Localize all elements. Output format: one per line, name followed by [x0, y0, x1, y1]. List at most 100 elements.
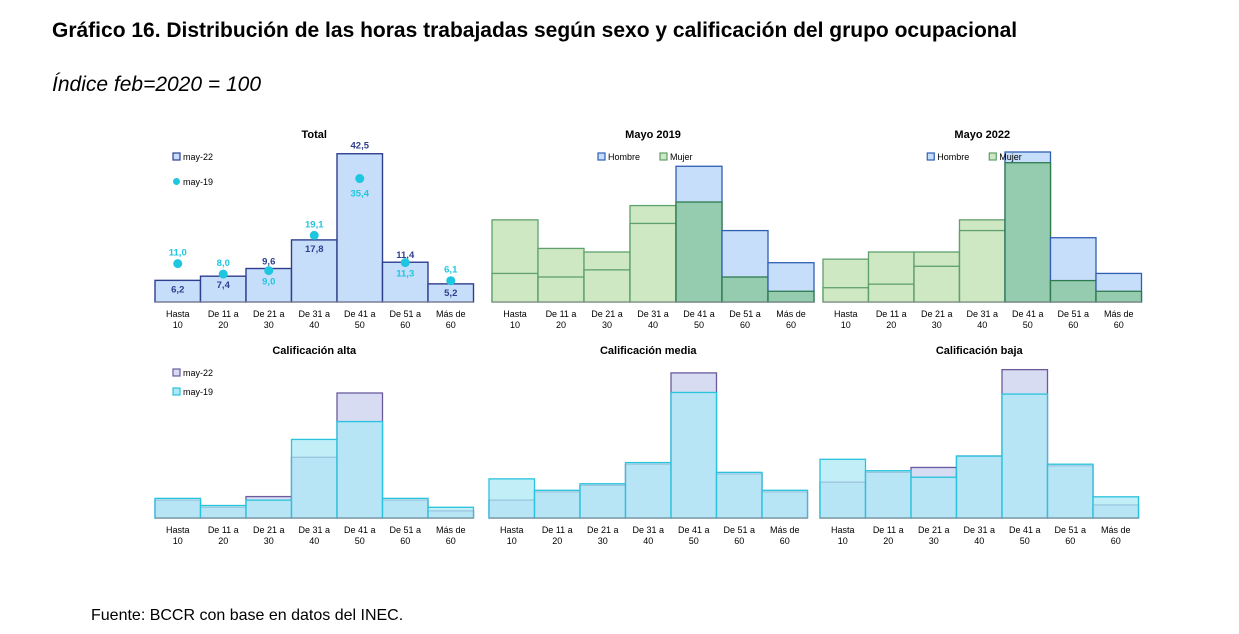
bar-may19 [336, 420, 384, 519]
bar-hombre [822, 287, 870, 303]
bar-may19 [290, 438, 338, 519]
x-tick-label: 20 [556, 320, 566, 330]
panel-title: Calificación media [600, 345, 697, 357]
dot-may19 [355, 174, 365, 184]
bar-may19 [819, 458, 867, 519]
bar-mujer [1049, 279, 1097, 303]
x-tick-label: 40 [977, 320, 987, 330]
bar-hombre [629, 222, 677, 303]
bar-hombre [913, 265, 961, 303]
bar-label-may22: 7,4 [217, 280, 231, 291]
bar-may19 [955, 455, 1003, 519]
x-tick-label: Más de [436, 309, 466, 319]
x-tick-label: 60 [400, 320, 410, 330]
bar-mujer [1004, 162, 1052, 303]
x-tick-label: De 51 a [1054, 525, 1086, 535]
x-tick-label: 20 [883, 536, 893, 546]
x-tick-label: De 51 a [1057, 309, 1089, 319]
bar-may19 [579, 483, 627, 519]
x-tick-label: 20 [552, 536, 562, 546]
panel-title: Calificación alta [272, 345, 357, 357]
legend-swatch-mujer [659, 152, 668, 161]
x-tick-label: 50 [1020, 536, 1030, 546]
x-tick-label: 10 [507, 536, 517, 546]
x-tick-label: 30 [932, 320, 942, 330]
x-tick-label: 30 [264, 320, 274, 330]
x-tick-label: 10 [838, 536, 848, 546]
legend-label-mujer: Mujer [670, 152, 693, 162]
bar-label-may22: 42,5 [351, 141, 370, 152]
bar-hombre [867, 283, 915, 303]
x-tick-label: 60 [780, 536, 790, 546]
legend-label-mujer: Mujer [999, 152, 1022, 162]
bar-mujer [721, 276, 769, 303]
x-tick-label: De 31 a [298, 525, 330, 535]
bar-may19 [715, 471, 763, 519]
x-tick-label: 20 [886, 320, 896, 330]
chart-panel-total: Total 6,2 7,4 9,6 17,8 42,5 11,4 5,2 11,0 8,0 9,0 1… [154, 129, 475, 330]
bar-label-may22: 9,6 [262, 257, 275, 268]
x-tick-label: 60 [446, 320, 456, 330]
x-tick-label: De 31 a [298, 309, 330, 319]
bar-hombre [491, 272, 539, 303]
x-tick-label: 40 [309, 536, 319, 546]
bar-may19 [199, 504, 247, 519]
legend-swatch-mujer [988, 152, 997, 161]
panel-title: Total [302, 129, 327, 141]
legend-label-may22: may-22 [183, 368, 213, 378]
x-tick-label: 30 [602, 320, 612, 330]
bar-may19 [1001, 393, 1049, 519]
x-tick-label: 20 [218, 536, 228, 546]
bar-may19 [1092, 496, 1140, 519]
legend-swatch-may22 [172, 368, 181, 377]
x-tick-label: De 21 a [918, 525, 950, 535]
x-tick-label: De 11 a [876, 309, 907, 319]
dot-may19 [218, 269, 228, 279]
x-tick-label: 30 [929, 536, 939, 546]
x-tick-label: De 31 a [963, 525, 995, 535]
x-tick-label: Más de [436, 525, 466, 535]
dot-label-may19: 11,3 [396, 269, 414, 280]
bar-mujer [1095, 290, 1143, 303]
x-tick-label: Hasta [831, 525, 855, 535]
x-tick-label: De 11 a [546, 309, 577, 319]
bar-may22 [381, 261, 429, 303]
chart-figure-title: Gráfico 16. Distribución de las horas tr… [52, 19, 1018, 42]
bar-label-may22: 6,2 [171, 284, 184, 295]
dot-may19 [400, 258, 410, 268]
x-tick-label: De 11 a [208, 525, 239, 535]
dot-label-may19: 11,0 [169, 248, 187, 259]
x-tick-label: 10 [510, 320, 520, 330]
x-tick-label: 60 [734, 536, 744, 546]
bar-may19 [1046, 463, 1094, 519]
x-tick-label: 30 [598, 536, 608, 546]
bar-may19 [910, 476, 958, 519]
bar-label-may22: 5,2 [444, 288, 457, 299]
x-tick-label: De 11 a [873, 525, 904, 535]
x-tick-label: De 41 a [344, 309, 376, 319]
dot-label-may19: 19,1 [305, 219, 324, 230]
x-tick-label: De 51 a [389, 309, 421, 319]
bar-may19 [864, 470, 912, 519]
bar-label-may22: 17,8 [305, 244, 324, 255]
x-tick-label: Hasta [500, 525, 524, 535]
x-tick-label: De 51 a [723, 525, 755, 535]
x-tick-label: 60 [1068, 320, 1078, 330]
x-tick-label: De 21 a [253, 525, 285, 535]
x-tick-label: 60 [786, 320, 796, 330]
legend-swatch-may22 [172, 152, 181, 161]
bar-may19 [381, 497, 429, 519]
x-tick-label: 10 [173, 536, 183, 546]
x-tick-label: De 21 a [921, 309, 953, 319]
x-tick-label: De 41 a [1012, 309, 1044, 319]
dot-may19 [309, 230, 319, 240]
x-tick-label: De 41 a [1009, 525, 1041, 535]
legend-swatch-may19 [172, 387, 181, 396]
legend-swatch-hombre [926, 152, 935, 161]
x-tick-label: 50 [355, 536, 365, 546]
bar-mujer [675, 201, 723, 303]
